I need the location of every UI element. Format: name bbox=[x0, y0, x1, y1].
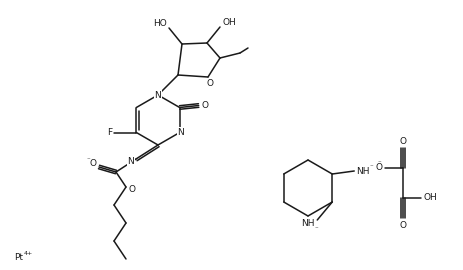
Text: O: O bbox=[89, 160, 96, 168]
Text: NH: NH bbox=[301, 220, 314, 228]
Text: ⁻: ⁻ bbox=[376, 160, 380, 166]
Text: Pt: Pt bbox=[14, 254, 23, 262]
Text: O: O bbox=[128, 184, 135, 194]
Text: O: O bbox=[399, 137, 406, 146]
Text: HO: HO bbox=[153, 19, 167, 28]
Text: O: O bbox=[399, 221, 406, 229]
Text: N: N bbox=[177, 128, 184, 137]
Text: ⁻: ⁻ bbox=[369, 164, 372, 170]
Text: O: O bbox=[206, 79, 213, 87]
Text: O: O bbox=[201, 101, 208, 110]
Text: N: N bbox=[154, 90, 161, 100]
Text: ⁻: ⁻ bbox=[86, 157, 90, 163]
Text: F: F bbox=[106, 128, 112, 137]
Text: NH: NH bbox=[356, 167, 369, 176]
Text: N: N bbox=[127, 157, 134, 166]
Text: ⁻: ⁻ bbox=[314, 226, 318, 232]
Text: 4+: 4+ bbox=[24, 251, 33, 256]
Text: OH: OH bbox=[422, 194, 436, 202]
Text: OH: OH bbox=[222, 18, 235, 26]
Text: O: O bbox=[375, 164, 382, 173]
